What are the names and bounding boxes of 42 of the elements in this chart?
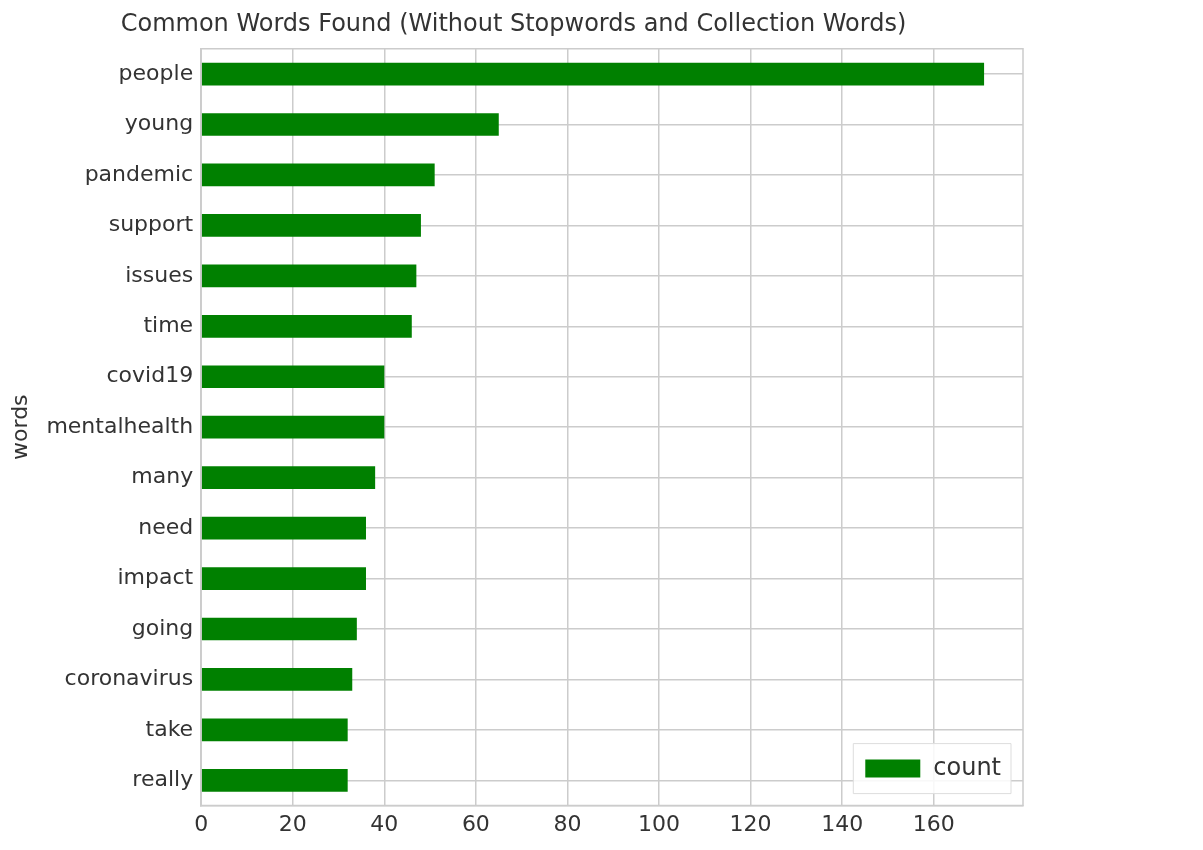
bar: [201, 415, 385, 439]
bar: [201, 314, 412, 338]
bar: [201, 62, 985, 86]
bar: [201, 264, 417, 288]
bar: [201, 214, 421, 237]
y-tick-label: issues: [125, 261, 194, 287]
y-tick-label: support: [108, 211, 194, 237]
bar: [201, 769, 348, 792]
bar: [201, 365, 385, 389]
y-tick-label: impact: [117, 564, 194, 590]
bar: [201, 567, 366, 590]
y-tick-label: going: [131, 614, 194, 640]
bar: [201, 113, 499, 136]
y-tick-label: really: [132, 766, 194, 792]
y-tick-label: covid19: [106, 362, 194, 388]
x-tick-label: 40: [370, 810, 399, 836]
y-tick-label: need: [138, 513, 194, 539]
y-tick-label: mentalhealth: [46, 412, 194, 438]
x-tick-label: 60: [461, 810, 490, 836]
bar: [201, 617, 357, 641]
y-axis-title: words: [6, 394, 32, 460]
bar: [201, 163, 435, 187]
bar: [201, 718, 348, 742]
x-tick-label: 120: [729, 810, 772, 836]
bar: [201, 668, 353, 691]
x-tick-label: 20: [278, 810, 307, 836]
chart-title: Common Words Found (Without Stopwords and Collection Words): [120, 8, 907, 37]
x-tick-label: 80: [553, 810, 582, 836]
y-tick-label: take: [145, 715, 194, 741]
x-tick-label: 100: [638, 810, 681, 836]
x-tick-label: 160: [912, 810, 955, 836]
x-tick-label: 0: [194, 810, 209, 836]
y-tick-label: young: [124, 110, 194, 136]
y-tick-label: many: [131, 463, 194, 489]
bar: [201, 516, 366, 540]
y-tick-label: coronavirus: [64, 665, 194, 691]
x-tick-label: 140: [821, 810, 864, 836]
bar: [201, 466, 376, 490]
y-tick-label: pandemic: [84, 160, 194, 186]
y-tick-label: time: [143, 312, 194, 338]
legend-label: count: [933, 752, 1002, 781]
y-tick-label: people: [118, 59, 194, 85]
